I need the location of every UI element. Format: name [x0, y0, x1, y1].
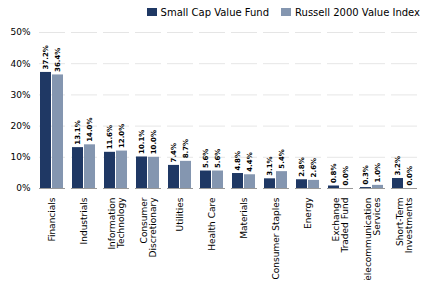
svg-text:Industrials: Industrials — [79, 197, 89, 244]
svg-text:7.4%: 7.4% — [170, 143, 178, 162]
svg-text:4.8%: 4.8% — [234, 151, 242, 170]
svg-text:0%: 0% — [16, 183, 31, 193]
svg-text:0.0%: 0.0% — [406, 166, 414, 185]
svg-text:ConsumerDiscretionary: ConsumerDiscretionary — [139, 197, 158, 258]
svg-text:ExchangeTraded Fund: ExchangeTraded Fund — [331, 197, 350, 253]
html-text:Small Cap Value Fund: Small Cap Value Fund — [160, 6, 269, 18]
svg-text:Consumer Staples: Consumer Staples — [271, 197, 281, 279]
svg-text:11.6%: 11.6% — [106, 125, 114, 149]
svg-text:14.0%: 14.0% — [86, 118, 94, 142]
svg-text:3.1%: 3.1% — [266, 156, 274, 175]
svg-text:0.0%: 0.0% — [342, 166, 350, 185]
svg-text:InformationTechnology: InformationTechnology — [107, 197, 126, 250]
svg-text:3.2%: 3.2% — [394, 156, 402, 175]
svg-text:Utilities: Utilities — [175, 197, 185, 231]
svg-text:30%: 30% — [10, 90, 30, 100]
svg-text:TelecommunicationServices: TelecommunicationServices — [363, 197, 382, 280]
svg-text:40%: 40% — [10, 59, 30, 69]
svg-text:Short-TermInvestments: Short-TermInvestments — [395, 197, 414, 253]
svg-text:10.1%: 10.1% — [138, 130, 146, 154]
svg-text:12.0%: 12.0% — [118, 124, 126, 148]
svg-text:1.0%: 1.0% — [374, 163, 382, 182]
svg-text:Materials: Materials — [239, 197, 249, 239]
svg-text:2.6%: 2.6% — [310, 158, 318, 177]
svg-text:10%: 10% — [10, 152, 30, 162]
svg-text:4.4%: 4.4% — [246, 152, 254, 171]
svg-text:5.6%: 5.6% — [214, 149, 222, 168]
svg-text:Financials: Financials — [47, 197, 57, 241]
svg-text:20%: 20% — [10, 121, 30, 131]
svg-text:37.2%: 37.2% — [42, 45, 50, 69]
svg-text:5.4%: 5.4% — [278, 149, 286, 168]
svg-text:13.1%: 13.1% — [74, 120, 82, 144]
svg-text:5.6%: 5.6% — [202, 149, 210, 168]
svg-text:10.0%: 10.0% — [150, 130, 158, 154]
svg-text:36.4%: 36.4% — [54, 48, 62, 72]
html-text:Russell 2000 Value Index: Russell 2000 Value Index — [295, 6, 420, 18]
svg-text:8.7%: 8.7% — [182, 139, 190, 158]
svg-text:0.3%: 0.3% — [362, 165, 370, 184]
svg-text:50%: 50% — [10, 27, 30, 37]
svg-text:0.8%: 0.8% — [330, 164, 338, 183]
svg-text:Health Care: Health Care — [207, 197, 217, 251]
svg-text:Energy: Energy — [303, 197, 313, 229]
svg-text:2.8%: 2.8% — [298, 157, 306, 176]
